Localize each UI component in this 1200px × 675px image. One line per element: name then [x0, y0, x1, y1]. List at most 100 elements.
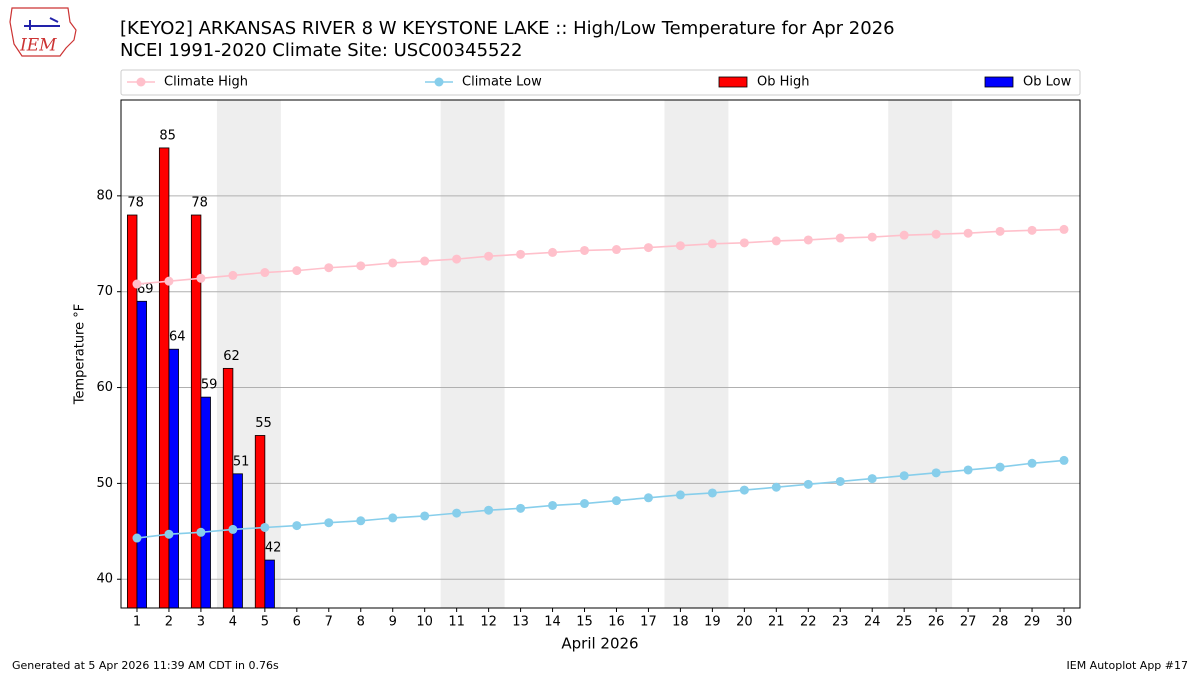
x-tick-label: 21 — [768, 615, 785, 630]
weekend-shade — [664, 100, 729, 608]
point — [771, 482, 781, 492]
x-tick-label: 25 — [896, 615, 913, 630]
point — [196, 273, 206, 283]
point — [803, 235, 813, 245]
point — [931, 229, 941, 239]
point — [643, 243, 653, 253]
point — [132, 279, 142, 289]
point — [611, 496, 621, 506]
point — [260, 268, 270, 278]
footer-right: IEM Autoplot App #17 — [1067, 659, 1189, 672]
point — [739, 238, 749, 248]
data-label: 55 — [255, 416, 272, 431]
point — [1027, 458, 1037, 468]
logo-icon — [24, 17, 60, 30]
point — [995, 226, 1005, 236]
point — [420, 256, 430, 266]
point — [707, 239, 717, 249]
point — [835, 476, 845, 486]
point — [324, 263, 334, 273]
data-label: 78 — [191, 196, 208, 211]
legend-label: Climate High — [164, 75, 248, 90]
chart-title: [KEYO2] ARKANSAS RIVER 8 W KEYSTONE LAKE… — [120, 18, 895, 39]
y-axis-label: Temperature °F — [73, 304, 88, 405]
x-tick-label: 13 — [512, 615, 529, 630]
x-tick-label: 8 — [357, 615, 365, 630]
point — [1059, 455, 1069, 465]
weekend-shade — [440, 100, 505, 608]
bar — [264, 559, 275, 609]
chart-subtitle: NCEI 1991-2020 Climate Site: USC00345522 — [120, 40, 522, 61]
point — [228, 270, 238, 280]
point — [516, 503, 526, 513]
y-tick-label: 80 — [96, 188, 113, 203]
y-tick-label: 70 — [96, 284, 113, 299]
logo-outline — [9, 7, 77, 57]
y-tick-label: 50 — [96, 476, 113, 491]
point — [611, 245, 621, 255]
x-axis-label: April 2026 — [561, 635, 638, 653]
x-tick-label: 14 — [544, 615, 561, 630]
legend-swatch — [984, 76, 1014, 88]
point — [324, 518, 334, 528]
x-tick-label: 24 — [864, 615, 881, 630]
x-tick-label: 5 — [261, 615, 269, 630]
legend-marker — [136, 77, 146, 87]
line — [136, 228, 1065, 285]
point — [899, 230, 909, 240]
x-tick-label: 30 — [1056, 615, 1073, 630]
point — [548, 247, 558, 257]
x-tick-label: 7 — [325, 615, 333, 630]
point — [643, 493, 653, 503]
point — [196, 527, 206, 537]
point — [388, 258, 398, 268]
x-tick-label: 29 — [1024, 615, 1041, 630]
logo-text: IEM — [19, 36, 57, 56]
x-tick-label: 4 — [229, 615, 237, 630]
point — [516, 249, 526, 259]
bar — [126, 214, 138, 609]
point — [132, 533, 142, 543]
x-tick-label: 18 — [672, 615, 689, 630]
point — [484, 251, 494, 261]
data-label: 59 — [201, 378, 218, 393]
y-tick-label: 40 — [96, 572, 113, 587]
bar — [232, 473, 243, 609]
bar — [200, 396, 211, 609]
line — [136, 459, 1065, 539]
data-label: 51 — [233, 454, 250, 469]
x-tick-label: 9 — [389, 615, 397, 630]
data-label: 42 — [265, 541, 282, 556]
weekend-shade — [888, 100, 953, 608]
x-tick-label: 6 — [293, 615, 301, 630]
point — [867, 232, 877, 242]
x-tick-label: 15 — [576, 615, 593, 630]
x-tick-label: 26 — [928, 615, 945, 630]
point — [164, 529, 174, 539]
bar — [136, 300, 147, 609]
x-tick-label: 11 — [448, 615, 465, 630]
x-tick-label: 17 — [640, 615, 657, 630]
point — [675, 241, 685, 251]
point — [484, 505, 494, 515]
point — [963, 465, 973, 475]
point — [580, 245, 590, 255]
legend-label: Ob High — [757, 75, 810, 90]
legend-swatch — [718, 76, 748, 88]
point — [356, 261, 366, 271]
x-tick-label: 22 — [800, 615, 817, 630]
point — [835, 233, 845, 243]
point — [995, 462, 1005, 472]
bar — [158, 147, 170, 609]
point — [548, 500, 558, 510]
x-tick-label: 19 — [704, 615, 721, 630]
x-tick-label: 1 — [133, 615, 141, 630]
point — [803, 479, 813, 489]
data-label: 85 — [159, 128, 176, 143]
point — [452, 254, 462, 264]
data-label: 64 — [169, 330, 186, 345]
point — [963, 228, 973, 238]
x-tick-label: 12 — [480, 615, 497, 630]
point — [675, 490, 685, 500]
footer-left: Generated at 5 Apr 2026 11:39 AM CDT in … — [12, 659, 279, 672]
